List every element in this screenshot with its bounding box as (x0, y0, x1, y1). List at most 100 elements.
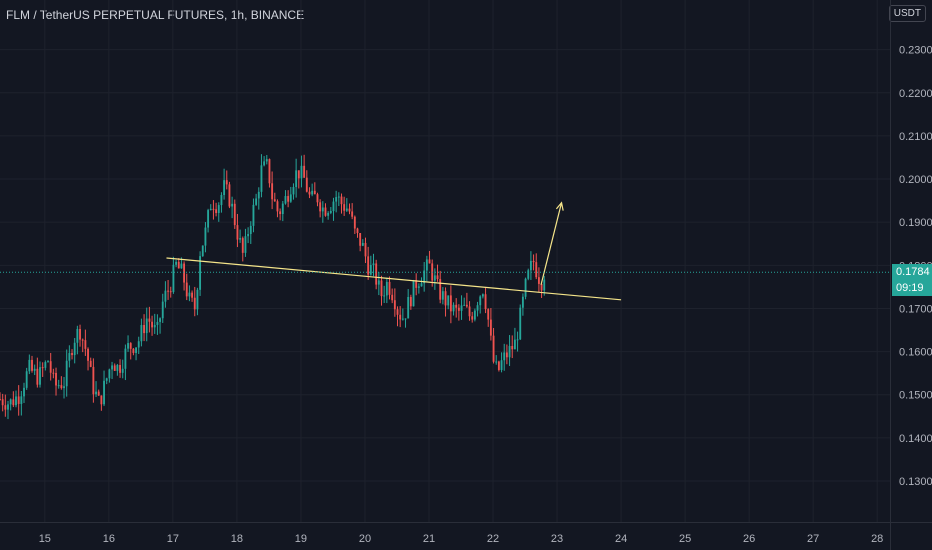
x-tick-label: 20 (359, 533, 371, 545)
candle-body (375, 263, 378, 285)
x-tick-label: 27 (807, 533, 819, 545)
candle-body (31, 359, 33, 371)
candle-body (465, 304, 468, 307)
candle-body (420, 283, 423, 287)
candle-body (76, 329, 79, 343)
candle-body (49, 361, 52, 373)
candle-body (212, 208, 215, 210)
candle-body (407, 296, 410, 319)
candle-body (521, 296, 524, 308)
trendline[interactable] (166, 257, 622, 301)
candle-body (127, 343, 129, 349)
candle-body (233, 203, 236, 226)
candle-body (447, 295, 450, 306)
candle-body (175, 261, 178, 265)
candle-body (244, 236, 247, 253)
candle-body (487, 309, 490, 320)
price-axis[interactable]: 0.23000.22000.21000.20000.19000.18000.17… (890, 0, 932, 550)
candle-body (508, 345, 511, 358)
y-tick-label: 0.1500 (899, 390, 932, 402)
x-tick-label: 16 (103, 533, 115, 545)
x-tick-label: 25 (679, 533, 691, 545)
candle-body (540, 283, 543, 291)
candle-body (153, 324, 156, 328)
candle-body (484, 294, 487, 310)
candle-body (28, 359, 31, 372)
candle-body (377, 280, 380, 285)
candle-body (65, 360, 68, 387)
candle-body (284, 196, 287, 204)
candle-body (361, 242, 364, 246)
x-tick-label: 26 (743, 533, 755, 545)
candle-body (119, 365, 121, 373)
candle-body (41, 367, 44, 369)
candle-body (348, 208, 351, 212)
candle-body (329, 210, 332, 213)
annotations (166, 201, 622, 301)
grid (0, 0, 890, 522)
candle-body (12, 399, 15, 406)
candle-body (399, 314, 402, 320)
candle-body (201, 245, 204, 257)
candle-body (335, 197, 338, 202)
candle-body (220, 195, 223, 206)
candle-body (60, 385, 63, 389)
candle-body (393, 300, 396, 310)
candle-body (137, 341, 140, 348)
last-price-tag: 0.1784 (892, 264, 932, 281)
time-axis[interactable]: 15 16 17 18 19 20 21 22 23 24 25 26 27 28 (0, 522, 932, 546)
currency-button[interactable]: USDT (888, 5, 926, 22)
y-tick-label: 0.2300 (899, 45, 932, 57)
candle-body (417, 286, 420, 288)
candle-body (404, 318, 407, 320)
candle-body (388, 281, 391, 295)
candle-body (503, 352, 506, 361)
candle-body (225, 180, 228, 185)
candle-body (228, 184, 231, 207)
candle-body (497, 361, 500, 370)
candle-body (265, 159, 268, 162)
candle-body (207, 210, 210, 228)
candle-body (15, 396, 17, 406)
candle-body (343, 204, 346, 211)
candle-body (524, 278, 527, 297)
candle-body (23, 387, 25, 397)
candle-body (535, 262, 538, 278)
candle-body (172, 264, 175, 292)
candle-body (319, 202, 322, 212)
candle-body (193, 297, 196, 310)
candle-body (33, 368, 36, 371)
candle-body (479, 296, 482, 306)
candle-body (441, 291, 444, 300)
candle-body (156, 321, 159, 325)
candle-body (1, 399, 4, 406)
arrow-line[interactable] (540, 202, 563, 285)
candle-body (305, 177, 308, 192)
candle-body (271, 183, 274, 200)
candle-body (129, 343, 132, 349)
candle-body (87, 348, 89, 361)
candle-body (143, 325, 145, 334)
candle-body (452, 304, 455, 312)
candle-body (81, 339, 84, 341)
candle-body (505, 352, 508, 358)
candle-body (345, 208, 348, 211)
candle-body (57, 385, 60, 387)
candle-body (249, 225, 252, 234)
candle-body (532, 260, 535, 263)
candle-body (17, 396, 20, 404)
candle-body (52, 372, 55, 374)
candle-body (47, 361, 49, 363)
candle-body (167, 290, 170, 292)
candle-body (436, 275, 439, 280)
candle-body (116, 365, 119, 371)
candle-body (268, 159, 271, 184)
candle-body (180, 263, 183, 269)
candle-body (324, 207, 327, 216)
candle-body (63, 386, 65, 389)
candle-body (92, 366, 95, 395)
candle-body (476, 305, 479, 311)
candle-body (369, 265, 372, 275)
x-tick-label: 18 (231, 533, 243, 545)
